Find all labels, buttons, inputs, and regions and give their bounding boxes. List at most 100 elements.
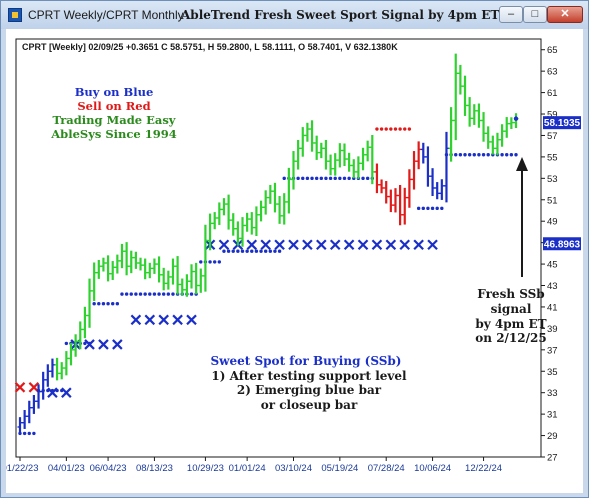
stop-dot: [208, 260, 212, 264]
price-bar: [124, 242, 130, 276]
stop-dot: [152, 292, 157, 296]
price-bar: [323, 139, 329, 170]
x-tick-label: 07/28/24: [368, 463, 405, 474]
price-bar: [207, 213, 213, 251]
sweet-spot-line-3: or closeup bar: [261, 398, 358, 412]
stop-dot: [217, 260, 222, 264]
stop-dot: [477, 153, 481, 157]
title-bar[interactable]: CPRT Weekly/CPRT Monthly AbleTrend Fresh…: [1, 1, 588, 29]
support-x-marker: [246, 239, 258, 251]
y-tick-label: 43: [547, 281, 558, 292]
stop-dot: [500, 153, 504, 157]
y-tick-label: 31: [547, 410, 558, 421]
stop-dot: [421, 206, 425, 211]
stop-dot: [129, 292, 133, 296]
price-bar: [258, 200, 264, 222]
stop-dot: [199, 260, 203, 264]
price-bar: [198, 268, 204, 293]
fresh-signal-dot: [513, 116, 519, 121]
stop-dot: [171, 292, 175, 296]
price-bar: [272, 182, 278, 213]
stop-dot: [32, 431, 36, 436]
price-bar: [45, 364, 51, 387]
note-trading-made-easy: Trading Made Easy: [53, 113, 176, 127]
support-x-marker: [47, 387, 58, 398]
stop-dot: [115, 302, 120, 306]
stop-dot: [268, 249, 273, 253]
sell-stop-dot: [389, 127, 393, 131]
stop-dot: [259, 249, 263, 253]
stop-dot: [347, 176, 351, 181]
app-icon: [8, 8, 22, 22]
y-tick-label: 63: [547, 67, 558, 78]
stop-dot: [212, 260, 217, 264]
price-bar: [490, 135, 496, 155]
support-x-marker: [343, 239, 355, 251]
price-bar: [263, 190, 269, 215]
stop-dot: [64, 341, 69, 346]
price-bar: [314, 135, 320, 160]
stop-dot: [27, 431, 31, 436]
stop-dot: [106, 302, 110, 306]
minimize-button[interactable]: –: [499, 6, 523, 23]
price-bar: [420, 142, 426, 164]
stop-dot: [83, 341, 87, 346]
price-bar: [485, 126, 491, 149]
price-bar: [434, 182, 440, 200]
ohlc-header: CPRT [Weekly] 02/09/25 +0.3651 C 58.5751…: [22, 42, 398, 52]
stop-dot: [50, 388, 55, 393]
stop-dot: [314, 176, 319, 181]
price-bar: [156, 256, 162, 283]
price-bar: [406, 169, 412, 208]
stop-dot: [514, 153, 518, 157]
sell-stop-dot: [393, 127, 398, 131]
price-bar: [448, 107, 454, 162]
stop-dot: [277, 249, 282, 253]
stop-dot: [222, 249, 226, 253]
chart-area[interactable]: CPRT [Weekly] 02/09/25 +0.3651 C 58.5751…: [6, 29, 583, 493]
sell-stop-dot: [398, 127, 402, 131]
price-bar: [193, 262, 199, 295]
y-tick-label: 35: [547, 367, 558, 378]
sell-stop-dot: [407, 127, 412, 131]
maximize-button[interactable]: □: [523, 6, 547, 23]
price-bar: [402, 187, 408, 225]
close-button[interactable]: ✕: [547, 6, 583, 23]
y-tick-label: 59: [547, 110, 558, 121]
price-bar: [212, 212, 218, 230]
price-chart[interactable]: CPRT [Weekly] 02/09/25 +0.3651 C 58.5751…: [6, 29, 583, 493]
price-bar: [416, 141, 422, 170]
fresh-signal-line-1: Fresh SSb: [477, 287, 544, 301]
stop-dot: [505, 153, 509, 157]
price-bar: [91, 262, 97, 302]
price-bar: [425, 146, 431, 187]
support-x-marker: [172, 314, 183, 326]
sell-stop-dot: [384, 127, 388, 131]
y-tick-label: 49: [547, 217, 558, 228]
price-bar: [175, 256, 181, 295]
price-bar: [63, 351, 69, 376]
stop-dot: [305, 176, 310, 181]
y-tick-label: 61: [547, 88, 558, 99]
price-bar: [351, 159, 357, 179]
price-bar: [49, 358, 55, 378]
fresh-signal-line-3: by 4pm ET: [475, 317, 546, 331]
price-bar: [133, 251, 139, 269]
price-bar: [346, 152, 352, 172]
fresh-signal-line-4: on 2/12/25: [475, 331, 546, 345]
price-bar: [114, 254, 120, 274]
price-bar: [392, 188, 398, 213]
price-bar: [453, 53, 459, 141]
price-bar: [202, 224, 208, 292]
support-x-marker: [61, 387, 72, 398]
stop-dot: [458, 153, 463, 157]
support-x-marker: [274, 239, 285, 251]
stop-dot: [157, 292, 161, 296]
support-x-marker: [288, 239, 299, 251]
price-bar: [318, 142, 324, 159]
price-bar: [82, 306, 88, 339]
price-bar: [105, 255, 111, 282]
price-bar: [128, 250, 134, 274]
price-bar: [68, 342, 74, 366]
stop-dot: [282, 176, 286, 181]
